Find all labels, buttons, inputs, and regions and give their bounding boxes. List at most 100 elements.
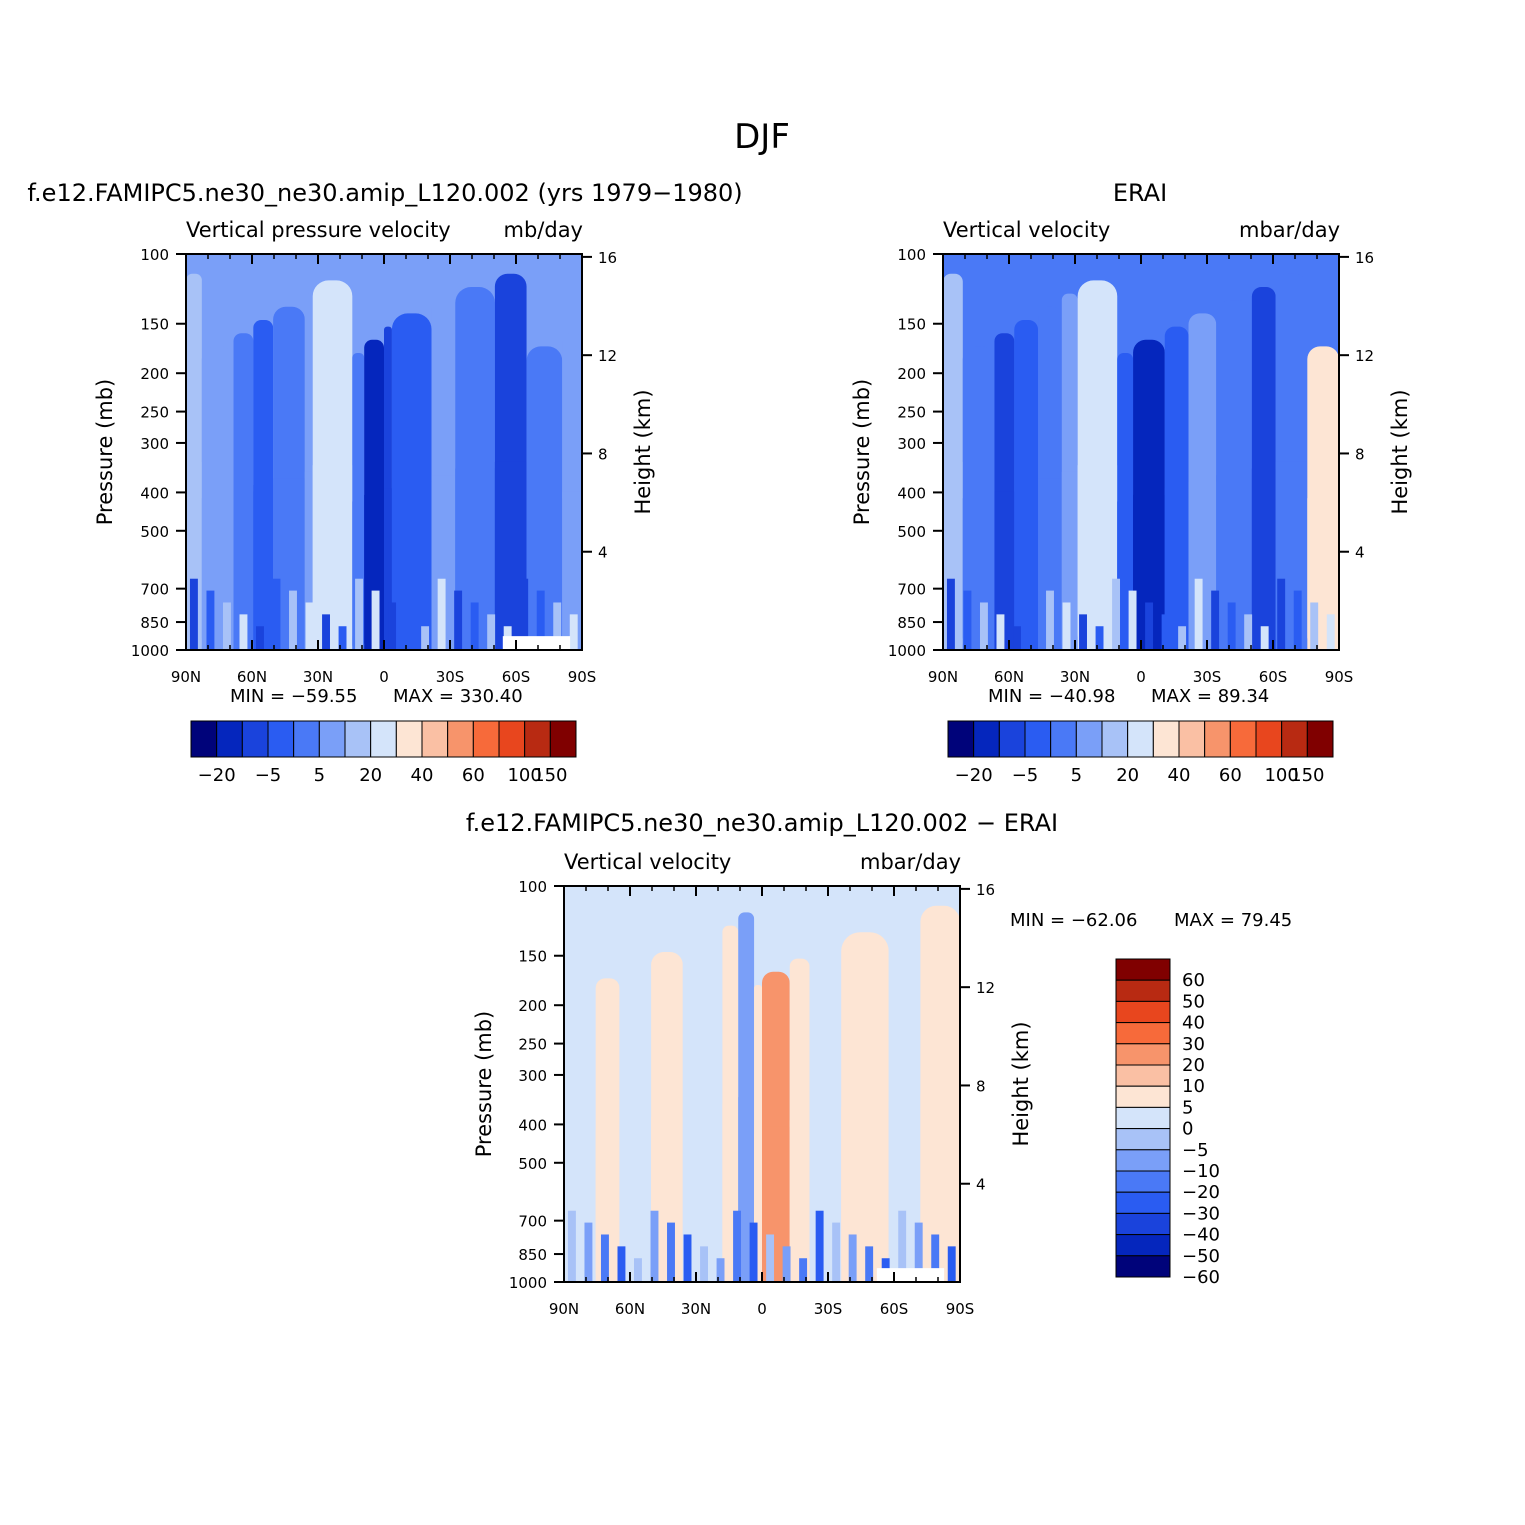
y2-tick-label: 8 [1355,445,1365,463]
surface-detail [617,1246,626,1282]
colorbar-swatch [1115,1043,1171,1066]
y-tick-label: 250 [518,1036,547,1054]
min-label: MIN = −59.55 [230,686,357,707]
colorbar-swatch [1115,979,1171,1002]
contour-band-base [352,501,365,650]
surface-detail [815,1210,824,1282]
surface-detail [437,578,446,650]
surface-detail [1145,602,1154,650]
x-tick-label: 0 [1136,668,1146,686]
y2-axis-label: Height (km) [1009,1021,1033,1146]
y-tick-label: 500 [140,523,169,541]
y-tick-label: 400 [140,484,169,502]
colorbar-swatch [1281,720,1308,758]
y-tick-label: 250 [897,404,926,422]
surface-detail [536,590,545,650]
y2-tick-label: 12 [598,347,617,365]
colorbar-label: 100 [507,765,541,786]
y-axis-label: Pressure (mb) [850,379,874,526]
x-tick-label: 30S [1193,668,1222,686]
colorbar-swatch [1115,1170,1171,1193]
surface-detail [1178,626,1187,650]
colorbar-swatch [472,720,500,758]
axes: 90N 60N 30N 0 30S 60S 90S 100 150 200 250 300 400 500… [509,878,995,1318]
colorbar-swatch [344,720,372,758]
surface-detail [733,1210,742,1282]
surface-detail [1128,590,1137,650]
x-tick-label: 60S [880,1300,909,1318]
y-tick-label: 200 [897,365,926,383]
x-tick-label: 0 [757,1300,767,1318]
surface-detail [289,590,297,650]
y-tick-label: 700 [518,1213,547,1231]
colorbar-label: 0 [1182,1119,1193,1140]
surface-detail [1227,602,1236,650]
colorbar-swatch [1115,1000,1171,1024]
y-tick-label: 1000 [888,642,926,660]
contour-band-base [233,491,254,650]
contour-band-base [1164,488,1189,650]
variable-label: Vertical velocity [943,218,1110,242]
surface-detail [189,578,198,650]
colorbar-swatch [241,720,269,758]
colorbar-label: 20 [1116,765,1139,786]
y2-tick-label: 8 [976,1077,986,1095]
surface-detail [584,1222,593,1282]
surface-detail [569,614,578,650]
max-label: MAX = 330.40 [393,686,523,707]
colorbar-swatch [973,720,1000,758]
surface-detail [1326,614,1335,650]
colorbar-label: 60 [1182,970,1205,991]
x-tick-label: 0 [379,668,389,686]
colorbar-label: 5 [1182,1097,1193,1118]
surface-detail [206,590,215,650]
panel-erai: ERAI Vertical velocity mbar/day 90N 60N 30… [850,179,1412,786]
contour-band-base [1251,468,1276,650]
surface-detail [388,602,397,650]
x-tick-label: 90S [1325,668,1354,686]
y-tick-label: 300 [518,1067,547,1085]
y2-tick-label: 4 [598,544,608,562]
surface-detail [322,614,330,650]
x-tick-label: 60N [615,1300,645,1318]
max-label: MAX = 79.45 [1174,910,1292,931]
y2-tick-label: 12 [1355,347,1374,365]
colorbar-swatch [1115,1234,1171,1257]
colorbar-label: −20 [955,765,993,786]
contour-band-base [841,1107,889,1282]
y-tick-label: 250 [140,404,169,422]
contour-band-base [754,1133,762,1282]
colorbar-label: 10 [1182,1076,1205,1097]
surface-detail [1194,578,1203,650]
colorbar-label: 20 [359,765,382,786]
surface-detail [979,602,988,650]
y-tick-label: 850 [140,614,169,632]
surface-detail [996,614,1005,650]
colorbar-label: −20 [198,765,236,786]
x-tick-label: 60S [1259,668,1288,686]
surface-detail [454,590,463,650]
contour-band-base [384,488,392,650]
colorbar-swatch [190,720,218,758]
contour-band-base [312,465,353,650]
surface-detail [898,1210,907,1282]
surface-detail [1244,614,1253,650]
surface-detail [667,1222,675,1282]
surface-detail [963,590,972,650]
surface-detail [1260,626,1269,650]
colorbar-label: 50 [1182,991,1205,1012]
missing-data [876,1268,945,1282]
surface-detail [766,1234,775,1282]
x-tick-label: 30N [303,668,333,686]
contour-field [943,254,1339,650]
surface-detail [404,614,413,650]
colorbar-swatch [1204,720,1231,758]
colorbar-swatch [1115,1022,1171,1045]
missing-data [502,636,571,650]
colorbar-label: 60 [462,765,485,786]
colorbar-swatch [1115,1149,1171,1172]
colorbar-swatch [293,720,320,758]
surface-detail [865,1246,874,1282]
surface-detail [946,578,955,650]
